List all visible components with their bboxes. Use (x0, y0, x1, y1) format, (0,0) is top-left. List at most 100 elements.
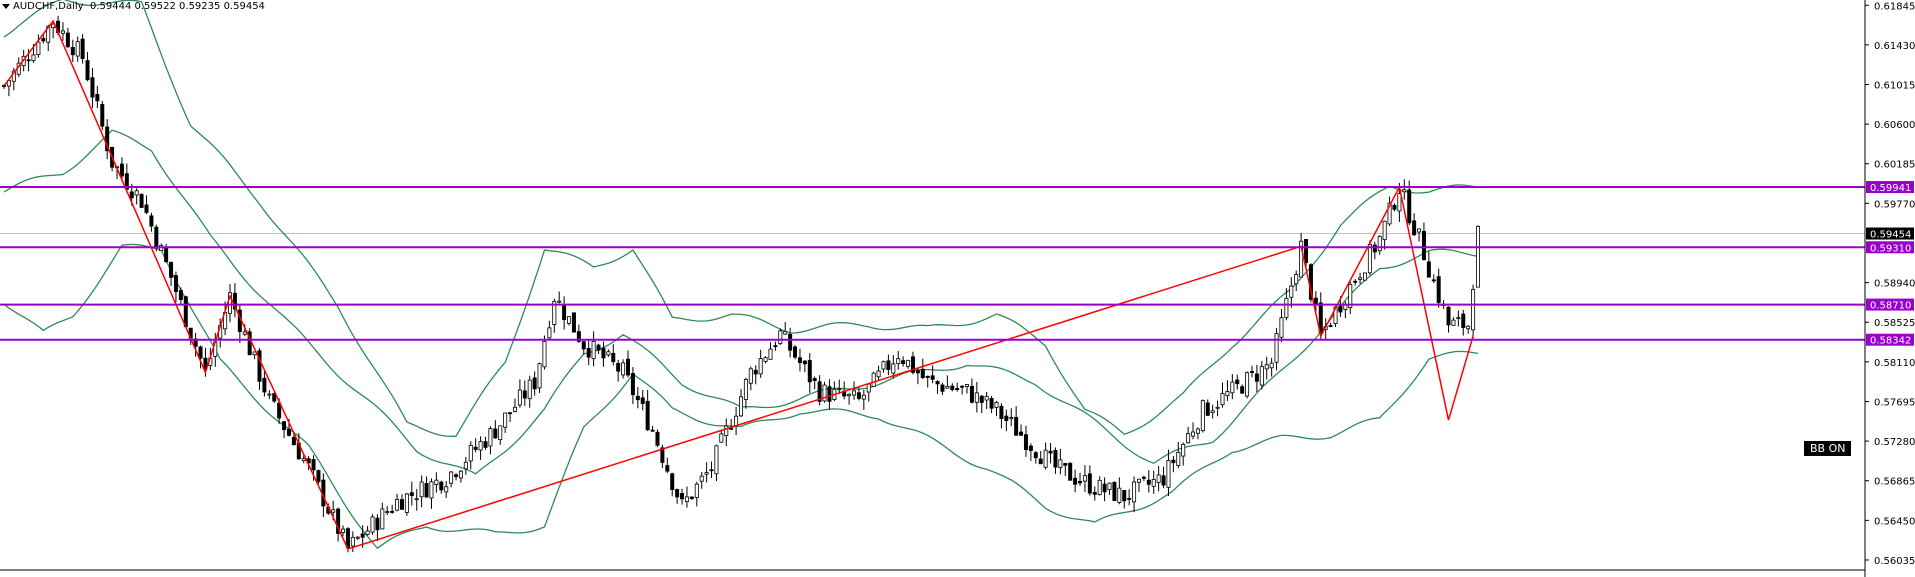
candle-body (979, 395, 984, 403)
candle-body (1240, 386, 1245, 394)
candle-body (1053, 449, 1058, 468)
tick-label: 0.56865 (1874, 477, 1915, 488)
candle-body (1259, 366, 1264, 386)
candle-body (635, 395, 640, 401)
candle-body (70, 47, 75, 56)
candle-body (611, 352, 616, 362)
candle-body (1353, 280, 1358, 283)
candle-body (675, 489, 680, 498)
candle-body (1078, 480, 1083, 484)
candle-body (267, 393, 272, 396)
candle-body (1023, 434, 1028, 450)
candle-body (930, 375, 935, 380)
tick-label: 0.58525 (1874, 318, 1915, 329)
candle-body (512, 406, 517, 412)
candle-body (660, 447, 665, 463)
candle-body (272, 393, 277, 402)
candle-body (699, 475, 704, 482)
candle-body (1107, 482, 1112, 490)
candle-body (596, 344, 601, 351)
candle-body (1362, 272, 1367, 281)
candle-body (788, 333, 793, 351)
horizontal-levels[interactable]: 0.59941 0.59310 0.58710 0.58342 (0, 181, 1914, 347)
candle-body (1372, 244, 1377, 253)
candle-body (498, 425, 503, 441)
tick-label: 0.61015 (1874, 80, 1915, 91)
candle-body (1151, 479, 1156, 487)
candle-body (36, 41, 41, 55)
candle-body (906, 359, 911, 367)
candle-body (503, 412, 508, 428)
candle-body (704, 472, 709, 475)
candle-body (1156, 474, 1161, 483)
candle-body (960, 385, 965, 388)
candle-body (178, 290, 183, 301)
candle-body (1426, 261, 1431, 278)
candle-body (974, 392, 979, 403)
candle-body (311, 459, 316, 471)
chevron-down-icon[interactable] (2, 3, 10, 9)
candle-body (336, 508, 341, 534)
candle-body (1043, 449, 1048, 468)
candle-body (876, 370, 881, 378)
candle-body (1289, 285, 1294, 298)
candle-body (680, 493, 685, 500)
candle-body (871, 372, 876, 388)
candle-body (1294, 274, 1299, 285)
candle-body (1249, 371, 1254, 373)
tick-label: 0.60185 (1874, 160, 1915, 171)
candle-body (1004, 415, 1009, 421)
candle-body (1358, 277, 1363, 280)
candle-body (1136, 478, 1141, 483)
candle-body (915, 370, 920, 374)
candle-body (719, 433, 724, 443)
candle-body (734, 415, 739, 427)
candle-body (1431, 279, 1436, 282)
candle-body (1009, 417, 1014, 419)
candle-body (139, 193, 144, 208)
candle-body (1215, 406, 1220, 409)
candle-body (105, 126, 110, 152)
candle-body (468, 444, 473, 462)
candle-body (797, 357, 802, 364)
level-price-label: 0.58710 (1870, 301, 1911, 312)
candle-body (282, 421, 287, 431)
candle-body (1235, 379, 1240, 385)
bollinger-upper (3, 0, 1479, 437)
candle-body (729, 427, 734, 430)
candle-body (955, 388, 960, 390)
bb-status-badge[interactable]: BB ON (1804, 441, 1852, 456)
candle-body (1436, 276, 1441, 303)
candle-body (439, 481, 444, 491)
candle-body (748, 368, 753, 384)
zigzag-line (3, 19, 1474, 550)
candle-body (773, 345, 778, 348)
candle-body (1397, 193, 1402, 212)
candle-body (1225, 391, 1230, 397)
candle-body (537, 363, 542, 389)
candle-body (1102, 483, 1107, 493)
candle-body (1122, 490, 1127, 502)
candle-body (969, 385, 974, 403)
candle-body (852, 390, 857, 396)
candle-body (1421, 230, 1426, 261)
candle-body (1063, 463, 1068, 466)
level-price-label: 0.58342 (1870, 336, 1911, 347)
candle-body (203, 357, 208, 370)
candle-body (414, 498, 419, 501)
candle-body (606, 351, 611, 356)
candle-body (80, 38, 85, 59)
candle-body (1279, 317, 1284, 338)
candle-body (473, 446, 478, 450)
candle-body (1073, 477, 1078, 485)
candle-body (429, 481, 434, 499)
candle-body (778, 330, 783, 344)
candle-body (822, 384, 827, 402)
candle-body (31, 54, 36, 62)
level-price-box (1866, 298, 1914, 311)
candle-body (1161, 475, 1166, 486)
candle-body (1019, 431, 1024, 436)
candle-body (709, 469, 714, 472)
